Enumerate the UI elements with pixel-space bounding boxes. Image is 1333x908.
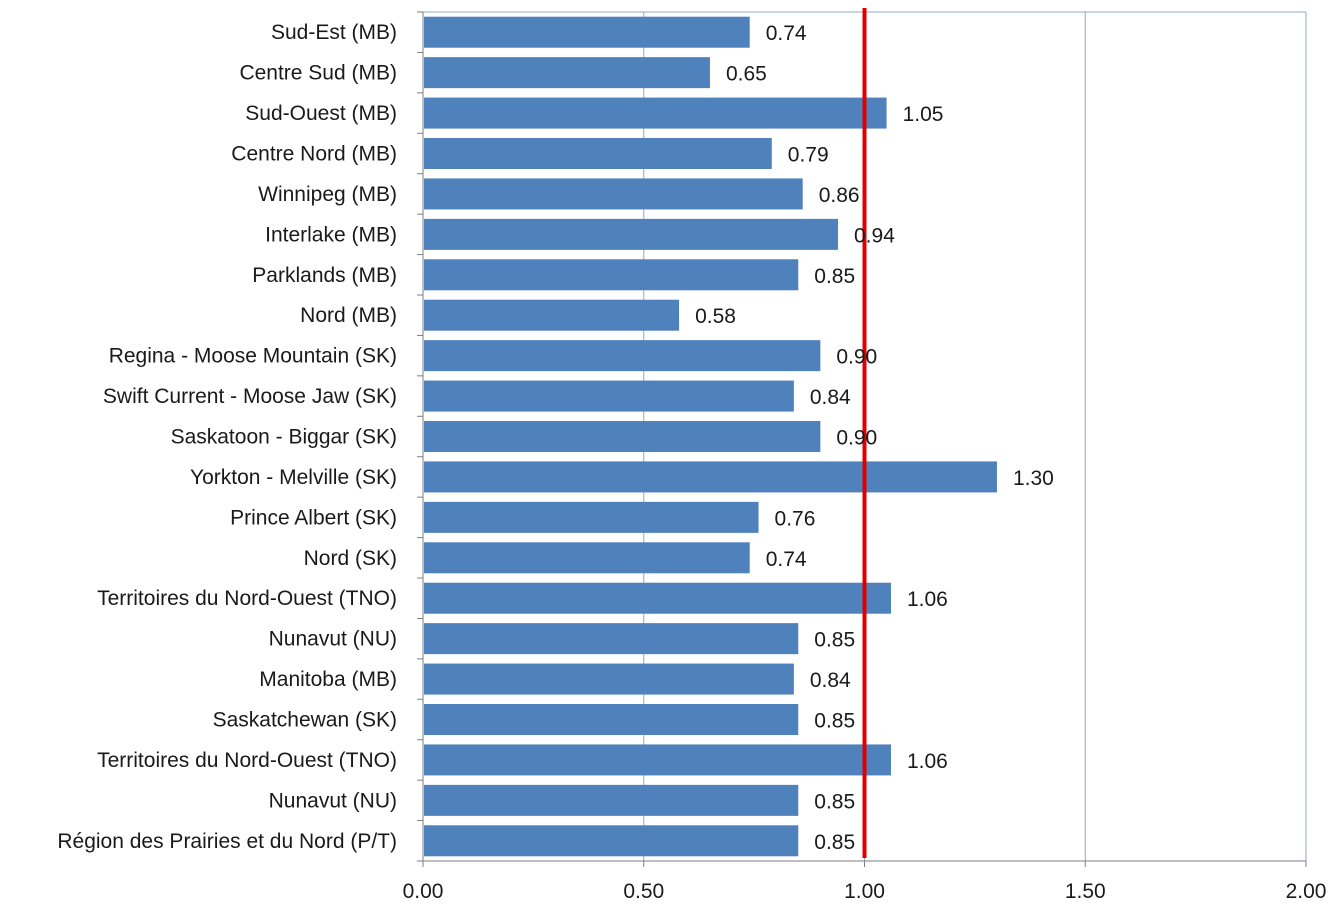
value-label: 0.85 <box>814 790 855 813</box>
value-label: 1.06 <box>907 588 948 611</box>
bar <box>424 16 750 48</box>
category-label: Regina - Moose Mountain (SK) <box>109 345 397 368</box>
bar <box>424 259 799 291</box>
value-label: 0.74 <box>766 548 807 571</box>
value-label: 0.65 <box>726 63 767 86</box>
category-label: Nord (MB) <box>300 304 397 327</box>
bar <box>424 340 821 372</box>
value-label: 0.85 <box>814 831 855 854</box>
category-label: Centre Nord (MB) <box>231 143 397 166</box>
x-tick-label: 1.50 <box>1065 880 1106 903</box>
category-label: Winnipeg (MB) <box>258 183 397 206</box>
bar <box>424 138 772 169</box>
value-label: 1.30 <box>1013 467 1054 490</box>
bar <box>424 380 794 412</box>
category-label: Région des Prairies et du Nord (P/T) <box>57 830 397 853</box>
value-label: 0.85 <box>814 265 855 288</box>
value-label: 1.06 <box>907 750 948 773</box>
x-tick-label: 2.00 <box>1286 880 1327 903</box>
category-label: Nord (SK) <box>304 547 397 570</box>
value-label: 1.05 <box>903 103 944 126</box>
value-label: 0.85 <box>814 710 855 733</box>
value-label: 0.85 <box>814 629 855 652</box>
x-tick-label: 0.00 <box>403 880 444 903</box>
bar <box>424 299 680 331</box>
category-label: Nunavut (NU) <box>269 789 397 812</box>
x-tick-label: 1.00 <box>844 880 885 903</box>
category-label: Prince Albert (SK) <box>230 506 397 529</box>
category-label: Sud-Ouest (MB) <box>245 102 397 125</box>
category-label: Saskatchewan (SK) <box>213 709 397 732</box>
category-label: Saskatoon - Biggar (SK) <box>171 426 397 449</box>
x-tick-label: 0.50 <box>623 880 664 903</box>
category-label: Territoires du Nord-Ouest (TNO) <box>97 749 397 772</box>
category-label: Swift Current - Moose Jaw (SK) <box>103 385 397 408</box>
category-label: Parklands (MB) <box>252 264 397 287</box>
category-label: Interlake (MB) <box>265 223 397 246</box>
value-label: 0.84 <box>810 386 851 409</box>
category-label: Centre Sud (MB) <box>239 62 397 85</box>
bar <box>424 623 799 655</box>
bar <box>424 461 997 493</box>
value-label: 0.90 <box>836 346 877 369</box>
bar <box>424 825 799 857</box>
bar <box>424 178 803 210</box>
category-label: Manitoba (MB) <box>259 668 397 691</box>
bar <box>424 704 799 735</box>
bar <box>424 218 839 250</box>
bar <box>424 744 891 776</box>
value-label: 0.74 <box>766 22 807 45</box>
bar <box>424 501 759 533</box>
value-label: 0.90 <box>836 427 877 450</box>
value-label: 0.84 <box>810 669 851 692</box>
bar-layer <box>424 16 997 857</box>
label-layer: Sud-Est (MB) 0.74 Centre Sud (MB) 0.65 Sud-O… <box>57 21 1326 903</box>
bar <box>424 784 799 816</box>
value-label: 0.58 <box>695 305 736 328</box>
value-label: 0.86 <box>819 184 860 207</box>
category-label: Yorkton - Melville (SK) <box>190 466 397 489</box>
bar <box>424 582 891 614</box>
category-label: Sud-Est (MB) <box>271 21 397 44</box>
bar <box>424 57 710 89</box>
category-label: Nunavut (NU) <box>269 628 397 651</box>
bar <box>424 542 750 574</box>
category-label: Territoires du Nord-Ouest (TNO) <box>97 587 397 610</box>
value-label: 0.79 <box>788 144 829 167</box>
value-label: 0.94 <box>854 224 895 247</box>
value-label: 0.76 <box>775 507 816 530</box>
bar <box>424 97 887 129</box>
bar <box>424 421 821 452</box>
bar <box>424 663 794 695</box>
